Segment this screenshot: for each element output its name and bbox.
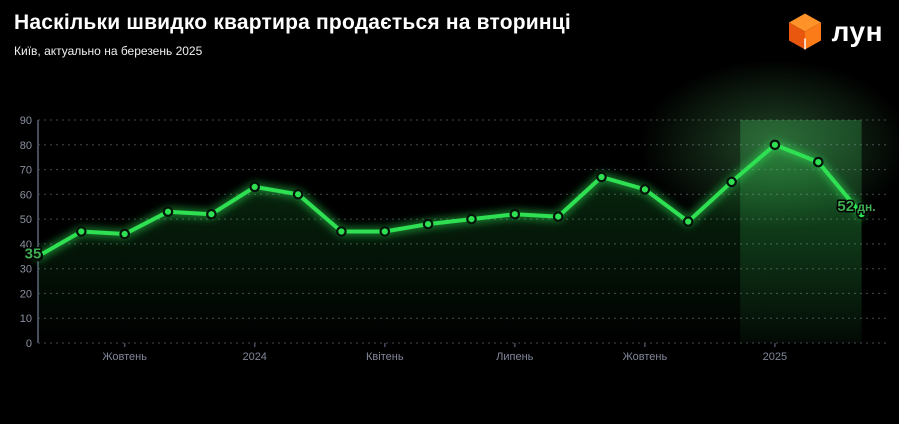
lun-logo[interactable]: лун	[788, 13, 883, 50]
x-axis-tick-label: 2024	[242, 351, 266, 363]
y-axis-tick-label: 20	[20, 288, 32, 300]
data-point	[596, 171, 607, 183]
cube-right-face	[804, 22, 821, 50]
y-axis-tick-label: 80	[20, 140, 32, 152]
data-point	[726, 176, 737, 188]
data-point	[769, 139, 781, 151]
data-point	[552, 211, 564, 222]
data-point	[812, 156, 824, 168]
last-point-label: 52 дн.	[837, 198, 875, 215]
data-point	[379, 226, 391, 237]
y-axis-tick-label: 90	[20, 115, 32, 127]
x-axis-tick-label: Квітень	[366, 351, 404, 363]
data-point	[119, 228, 130, 240]
first-point-label: 35	[25, 245, 42, 262]
data-point	[162, 206, 174, 217]
x-axis-tick-label: Жовтень	[623, 351, 668, 363]
y-axis-tick-label: 40	[20, 239, 32, 251]
data-point	[249, 181, 260, 193]
data-point	[32, 250, 44, 262]
data-point	[422, 218, 434, 230]
cube-left-face	[788, 22, 805, 50]
data-point	[639, 184, 651, 195]
data-point	[76, 226, 87, 237]
data-point	[206, 208, 217, 220]
x-axis-tick-label: Липень	[496, 351, 534, 363]
data-point	[336, 226, 347, 237]
data-point	[292, 189, 304, 200]
y-axis-tick-label: 30	[20, 264, 32, 276]
x-axis-tick-label: 2025	[763, 351, 787, 363]
lun-cube-icon	[788, 13, 821, 50]
trend-line	[36, 142, 864, 259]
page-subtitle: Київ, актуально на березень 2025	[14, 44, 203, 59]
y-axis-tick-label: 60	[20, 189, 32, 201]
data-point	[856, 208, 867, 220]
y-axis-tick-label: 0	[26, 338, 32, 350]
lun-logo-text: лун	[831, 15, 883, 47]
data-point	[682, 216, 694, 227]
y-axis-tick-label: 50	[20, 214, 32, 226]
header: Наскільки швидко квартира продається на …	[14, 10, 571, 58]
data-point	[466, 213, 477, 225]
page-title: Наскільки швидко квартира продається на …	[14, 11, 571, 34]
data-point	[509, 208, 521, 220]
y-axis-tick-label: 70	[20, 165, 32, 177]
y-axis-tick-label: 10	[20, 313, 32, 325]
x-axis-tick-label: Жовтень	[102, 351, 147, 363]
